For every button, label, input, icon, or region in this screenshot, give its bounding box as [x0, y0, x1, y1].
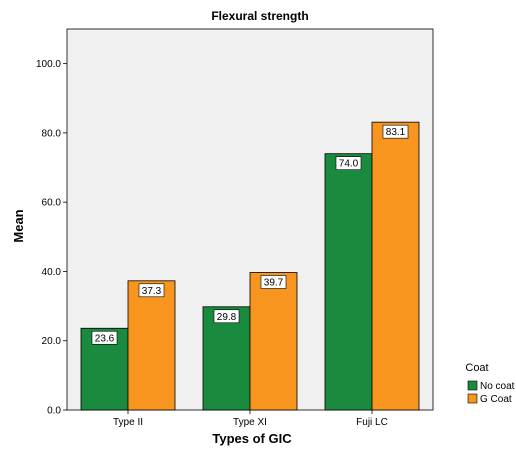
data-label: 29.8: [217, 312, 237, 323]
x-tick-label: Type XI: [233, 417, 267, 428]
data-label-box: [213, 309, 240, 324]
legend-swatch: [467, 380, 478, 391]
y-tick-label: 40.0: [42, 267, 62, 278]
data-label: 37.3: [142, 286, 162, 297]
x-axis-title: Types of GIC: [212, 431, 292, 446]
bar: [202, 306, 251, 411]
data-label-box: [260, 275, 287, 289]
data-label: 74.0: [339, 159, 359, 170]
legend-title: Coat: [465, 362, 488, 374]
y-tick-label: 80.0: [42, 128, 62, 139]
data-label: 23.6: [95, 333, 115, 344]
data-label-box: [91, 330, 118, 345]
y-axis-title: Mean: [11, 209, 26, 242]
legend: Coat No coat G Coat: [465, 362, 514, 405]
legend-label: No coat: [480, 381, 515, 392]
legend-label: G Coat: [480, 394, 512, 405]
data-label-box: [138, 283, 165, 298]
data-label-box: [335, 156, 362, 170]
data-label: 83.1: [386, 127, 406, 138]
plot-area: 0.0 20.0 40.0 60.0 80.0 100.0 23.6 37.3 Type II 2…: [36, 28, 434, 428]
x-tick-label: Fuji LC: [356, 417, 388, 428]
bar: [127, 280, 176, 411]
y-tick-label: 100.0: [36, 59, 61, 70]
bar: [371, 121, 420, 411]
legend-swatch: [467, 393, 478, 404]
chart-title: Flexural strength: [211, 9, 308, 23]
bar: [249, 272, 298, 411]
y-tick-label: 0.0: [47, 406, 61, 417]
bar: [324, 153, 373, 411]
data-label-box: [382, 124, 409, 139]
data-label: 39.7: [264, 277, 284, 288]
x-tick-label: Type II: [113, 417, 143, 428]
y-tick-label: 60.0: [42, 198, 62, 209]
y-tick-label: 20.0: [42, 336, 62, 347]
